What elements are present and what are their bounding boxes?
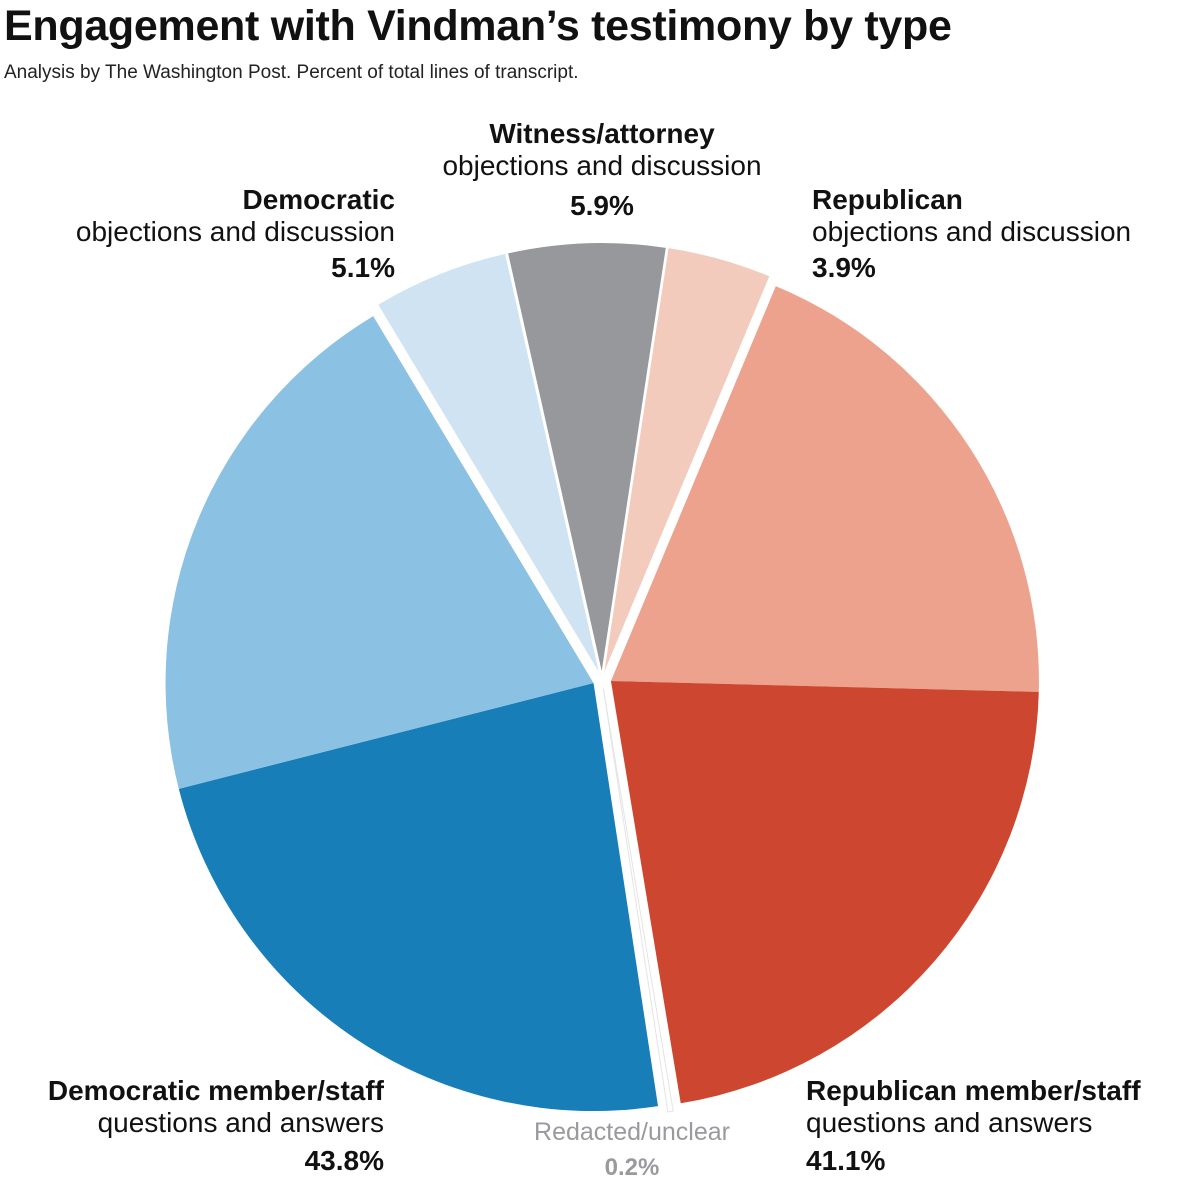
pie-slice-redacted-unclear xyxy=(602,688,674,1113)
pie-slice-democratic-member-staff-questions xyxy=(165,316,594,789)
label-witness-attorney-group: Witness/attorney xyxy=(489,118,715,149)
pie-slice-republican-objections xyxy=(604,248,770,672)
label-witness-attorney-percent: 5.9% xyxy=(570,190,634,221)
label-democratic-member-staff: Democratic member/staff questions and an… xyxy=(48,1075,384,1177)
chart-title: Engagement with Vindman’s testimony by t… xyxy=(4,2,952,50)
pie-slice-democratic-member-staff-answers xyxy=(178,683,659,1112)
label-republican-member-staff: Republican member/staff questions and an… xyxy=(806,1075,1141,1177)
label-democratic-member-staff-group: Democratic member/staff xyxy=(47,1075,384,1106)
label-republican-objections: Republican objections and discussion 3.9… xyxy=(812,184,1131,284)
label-republican-objections-group: Republican xyxy=(812,184,963,215)
label-democratic-member-staff-detail: questions and answers xyxy=(97,1107,384,1138)
label-republican-objections-percent: 3.9% xyxy=(812,252,876,283)
label-democratic-objections-detail: objections and discussion xyxy=(75,216,395,247)
label-democratic-objections-percent: 5.1% xyxy=(331,252,395,283)
label-republican-member-staff-group: Republican member/staff xyxy=(806,1075,1141,1106)
chart-subtitle: Analysis by The Washington Post. Percent… xyxy=(4,62,579,83)
pie-slice-republican-member-staff-questions xyxy=(610,286,1039,692)
label-democratic-objections-group: Democratic xyxy=(242,184,395,215)
label-republican-member-staff-detail: questions and answers xyxy=(806,1107,1093,1138)
label-witness-attorney: Witness/attorney objections and discussi… xyxy=(402,118,802,222)
pie-slice-democratic-objections xyxy=(378,253,599,672)
label-witness-attorney-detail: objections and discussion xyxy=(442,150,762,181)
label-democratic-objections: Democratic objections and discussion 5.1… xyxy=(76,184,395,284)
label-redacted-unclear-group: Redacted/unclear xyxy=(534,1118,730,1146)
label-redacted-unclear: Redacted/unclear 0.2% xyxy=(482,1116,782,1184)
label-republican-member-staff-percent: 41.1% xyxy=(806,1145,886,1176)
label-redacted-unclear-percent: 0.2% xyxy=(604,1154,660,1181)
label-republican-objections-detail: objections and discussion xyxy=(812,216,1132,247)
pie-slice-republican-member-staff-answers xyxy=(610,681,1039,1104)
label-democratic-member-staff-percent: 43.8% xyxy=(304,1145,384,1176)
pie-slice-witness-attorney xyxy=(508,243,666,672)
